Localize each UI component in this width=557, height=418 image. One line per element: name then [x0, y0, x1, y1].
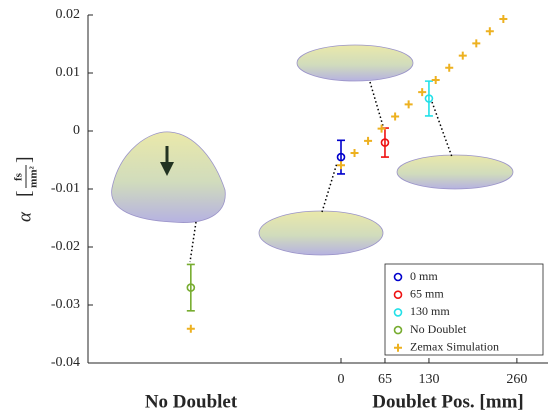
y-label-unit-num: fs [13, 172, 25, 181]
surface-0mm [259, 211, 383, 255]
leader [432, 102, 452, 157]
legend-label: 65 mm [410, 286, 444, 300]
legend-label: Zemax Simulation [410, 340, 499, 354]
bracket: [ [14, 190, 36, 197]
chart: α [ fs mm² ] No Doublet Doublet Pos. [mm… [0, 0, 557, 418]
point [364, 137, 372, 145]
x-tick-label: 0 [338, 372, 345, 387]
leader [370, 82, 383, 126]
y-tick-label: -0.01 [51, 181, 80, 196]
y-tick-label: -0.04 [51, 355, 80, 370]
x-label-left: No Doublet [145, 391, 238, 412]
legend-label: 0 mm [410, 269, 438, 283]
leader [190, 222, 196, 262]
y-tick-label: 0.01 [56, 65, 81, 80]
point [187, 325, 195, 333]
illustrations [112, 45, 513, 262]
dome-surface [112, 132, 226, 223]
y-label-symbol: α [14, 211, 35, 222]
x-tick-label: 260 [506, 372, 527, 387]
y-tick-label: -0.03 [51, 297, 80, 312]
point [432, 76, 440, 84]
point [472, 39, 480, 47]
point [486, 27, 494, 35]
point [445, 64, 453, 72]
point [351, 149, 359, 157]
point [405, 100, 413, 108]
legend-label: 130 mm [410, 304, 450, 318]
point [418, 88, 426, 96]
point [499, 15, 507, 23]
point [459, 52, 467, 60]
point [391, 113, 399, 121]
y-tick-label: 0.02 [56, 7, 81, 22]
y-label-unit-den: mm² [28, 165, 40, 187]
y-label: α [ fs mm² ] [13, 156, 40, 222]
x-tick-label: 130 [418, 372, 439, 387]
point [337, 161, 345, 169]
surface-65mm [297, 45, 413, 81]
x-label-right: Doublet Pos. [mm] [372, 391, 523, 412]
x-tick-label: 65 [378, 372, 392, 387]
y-tick-label: 0 [73, 123, 80, 138]
bracket: ] [14, 156, 36, 163]
legend-label: No Doublet [410, 322, 467, 336]
y-tick-label: -0.02 [51, 239, 80, 254]
surface-130mm [397, 155, 513, 189]
leader [322, 163, 337, 212]
